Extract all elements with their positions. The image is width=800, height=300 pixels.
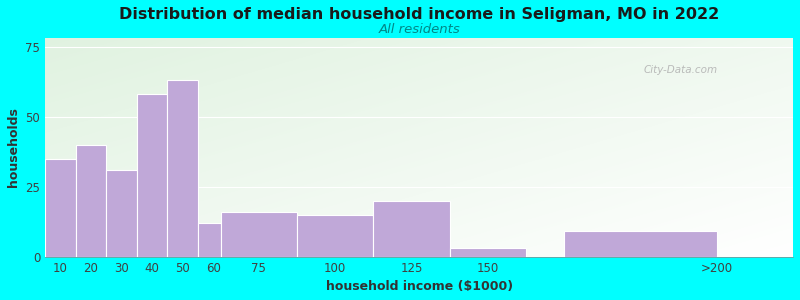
Bar [167,80,198,256]
Title: Distribution of median household income in Seligman, MO in 2022: Distribution of median household income … [119,7,719,22]
Bar [450,248,526,256]
Bar [297,215,374,256]
Bar [137,94,167,256]
Text: All residents: All residents [378,23,460,36]
Text: City-Data.com: City-Data.com [643,64,718,75]
Bar [198,223,221,256]
Bar [106,170,137,256]
Bar [564,232,717,256]
Bar [221,212,297,256]
X-axis label: household income ($1000): household income ($1000) [326,280,513,293]
Bar [46,159,76,256]
Bar [374,201,450,256]
Bar [76,145,106,256]
Y-axis label: households: households [7,108,20,188]
